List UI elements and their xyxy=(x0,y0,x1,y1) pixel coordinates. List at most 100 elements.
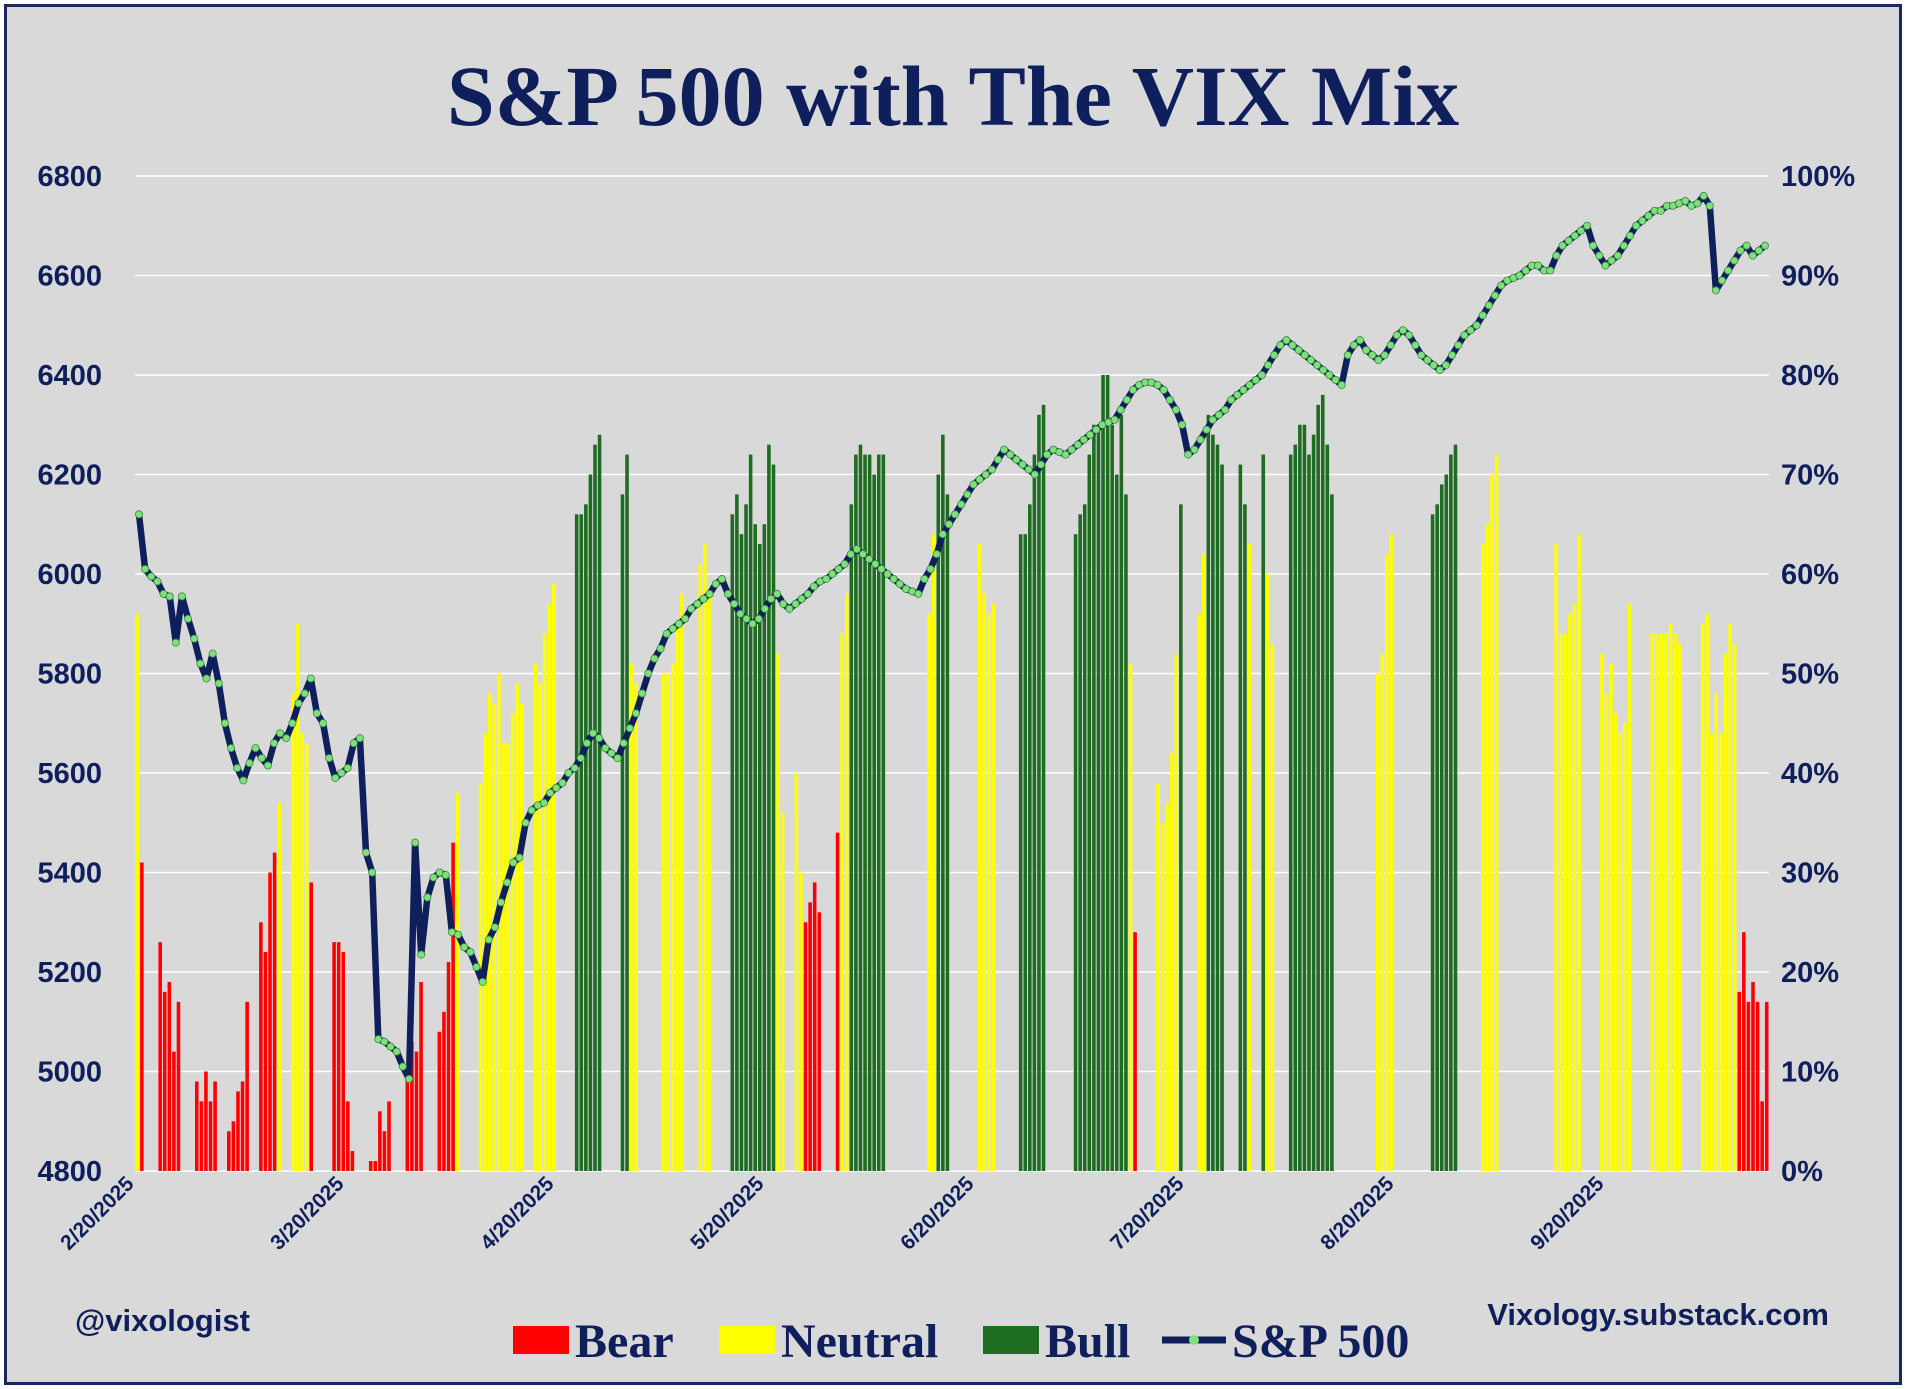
sp500-point xyxy=(730,599,739,608)
sp500-point xyxy=(1484,301,1493,310)
sp500-point xyxy=(1356,336,1365,345)
right-tick-label: 0% xyxy=(1781,1156,1823,1188)
vix-mix-bar xyxy=(620,494,625,1171)
sp500-point xyxy=(558,778,567,787)
vix-mix-bar xyxy=(1197,613,1201,1171)
sp500-point xyxy=(662,629,671,638)
vix-mix-bar xyxy=(506,743,510,1171)
vix-mix-bar xyxy=(1764,1001,1769,1171)
sp500-point xyxy=(1036,460,1045,469)
sp500-point xyxy=(748,619,757,628)
sp500-point xyxy=(809,582,818,591)
sp500-point xyxy=(349,739,358,748)
sp500-point xyxy=(1619,241,1628,250)
legend-label: S&P 500 xyxy=(1232,1315,1409,1368)
vix-mix-bar xyxy=(625,454,629,1172)
right-tick-label: 80% xyxy=(1781,360,1839,392)
vix-mix-bar xyxy=(414,1051,419,1171)
sp500-point xyxy=(288,719,297,728)
vix-mix-bar xyxy=(1746,1001,1751,1171)
sp500-point xyxy=(582,739,591,748)
sp500-point xyxy=(1742,241,1751,250)
sp500-point xyxy=(1761,241,1770,250)
sp500-point xyxy=(938,530,947,539)
sp500-point xyxy=(460,943,469,952)
vix-mix-bar xyxy=(204,1071,208,1171)
vix-mix-bar xyxy=(1124,494,1128,1171)
vix-mix-bar xyxy=(799,872,803,1171)
sp500-point xyxy=(1349,341,1358,350)
vix-mix-bar xyxy=(757,544,762,1171)
sp500-point xyxy=(306,674,315,683)
sp500-point xyxy=(981,470,990,479)
right-tick-label: 10% xyxy=(1781,1057,1839,1089)
sp500-point xyxy=(1202,425,1211,434)
sp500-point xyxy=(1012,455,1021,464)
vix-mix-bar xyxy=(1119,414,1124,1171)
vix-mix-bar xyxy=(1705,613,1709,1171)
sp500-point xyxy=(521,818,530,827)
sp500-point xyxy=(1460,331,1469,340)
vix-mix-bar xyxy=(941,434,945,1171)
vix-mix-bar xyxy=(1201,554,1206,1171)
sp500-point xyxy=(1018,460,1027,469)
vix-mix-bar xyxy=(542,633,547,1171)
sp500-point xyxy=(711,579,720,588)
sp500-point xyxy=(1411,341,1420,350)
vix-mix-bar xyxy=(199,1101,204,1171)
sp500-point xyxy=(177,592,186,601)
sp500-point xyxy=(760,604,769,613)
sp500-point xyxy=(1392,331,1401,340)
sp500-point xyxy=(877,565,886,574)
vix-mix-bar xyxy=(213,1081,217,1171)
sp500-point xyxy=(472,963,481,972)
vix-mix-bar xyxy=(1572,603,1577,1171)
sp500-point xyxy=(214,679,223,688)
sp500-point xyxy=(300,689,309,698)
sp500-point xyxy=(1730,256,1739,265)
sp500-point xyxy=(656,644,665,653)
sp500-point xyxy=(527,806,536,815)
sp500-point xyxy=(791,599,800,608)
sp500-point xyxy=(1380,351,1389,360)
vix-mix-bar xyxy=(336,942,341,1171)
vix-mix-bar xyxy=(373,1161,378,1171)
sp500-point xyxy=(1478,311,1487,320)
vix-mix-bar xyxy=(510,713,515,1171)
vix-mix-bar xyxy=(1320,394,1325,1171)
vix-mix-bar xyxy=(1128,663,1133,1171)
sp500-point xyxy=(331,773,340,782)
vix-mix-bar xyxy=(991,603,995,1171)
sp500-point xyxy=(276,729,285,738)
vix-mix-bar xyxy=(854,454,858,1172)
sp500-point xyxy=(337,769,346,778)
sp500-point xyxy=(1564,236,1573,245)
sp500-point xyxy=(1441,361,1450,370)
sp500-point xyxy=(865,555,874,564)
sp500-point xyxy=(1533,261,1542,270)
vix-mix-bar xyxy=(931,534,936,1171)
vix-mix-bar xyxy=(1444,474,1449,1171)
sp500-point xyxy=(674,619,683,628)
vix-mix-bar xyxy=(1485,524,1490,1171)
sp500-point xyxy=(355,734,364,743)
left-tick-label: 5800 xyxy=(37,659,102,691)
vix-mix-bar xyxy=(1558,633,1563,1171)
x-tick-label: 3/20/2025 xyxy=(266,1172,349,1255)
sp500-point xyxy=(859,550,868,559)
vix-mix-bar xyxy=(208,1101,213,1171)
vix-mix-bar xyxy=(1700,623,1705,1171)
sp500-point xyxy=(208,649,217,658)
left-tick-label: 4800 xyxy=(37,1156,102,1188)
vix-mix-bar xyxy=(1723,653,1728,1171)
sp500-point xyxy=(1576,226,1585,235)
vix-mix-bar xyxy=(455,792,460,1171)
sp500-point xyxy=(1006,450,1015,459)
sp500-point xyxy=(889,574,898,583)
vix-mix-bar xyxy=(1737,991,1742,1171)
vix-mix-bar xyxy=(1600,653,1604,1171)
vix-mix-bar xyxy=(762,524,767,1171)
vix-mix-bar xyxy=(1650,633,1655,1171)
vix-mix-bar xyxy=(1751,981,1755,1171)
sp500-point xyxy=(1699,191,1708,200)
